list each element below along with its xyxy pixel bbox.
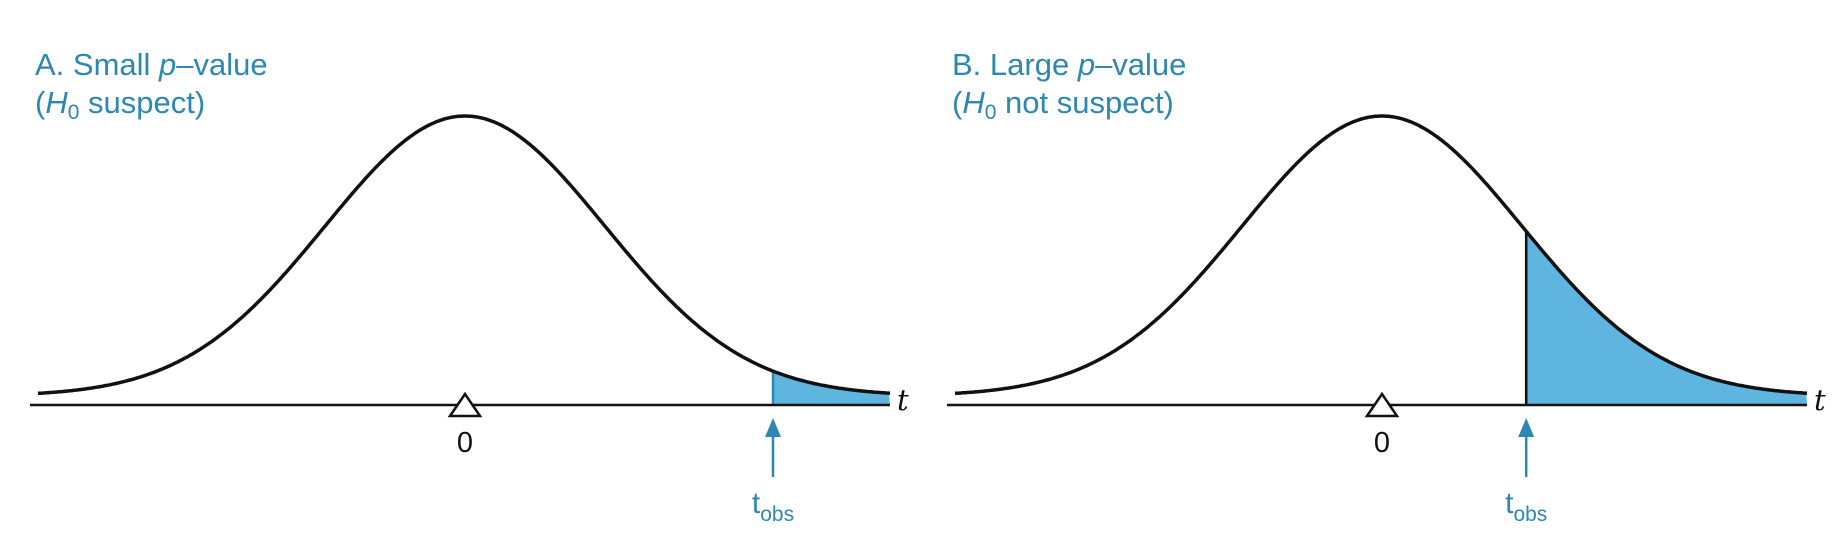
t-obs-subscript: obs	[1513, 503, 1547, 526]
t-obs-main: t	[752, 487, 761, 520]
t-obs-subscript: obs	[760, 503, 794, 526]
paren-rest: not suspect)	[996, 85, 1174, 120]
paren-open: (	[952, 85, 963, 120]
axis-variable-label: t	[1814, 383, 1826, 417]
title-text: A. Small	[35, 47, 160, 82]
t-obs-arrow-head	[765, 418, 781, 437]
panel-title: A. Small p–value (H0 suspect)	[35, 46, 268, 124]
h-subscript: 0	[984, 101, 997, 124]
paren-open: (	[35, 85, 46, 120]
distribution-plot: 0 t tobs	[30, 114, 909, 526]
zero-marker-triangle	[447, 391, 483, 418]
title-text-rest: –value	[1095, 47, 1187, 82]
title-line-2: (H0 suspect)	[35, 84, 268, 124]
title-text-rest: –value	[176, 47, 268, 82]
distribution-plot: 0 t tobs	[947, 114, 1826, 526]
h-symbol: H	[962, 85, 985, 120]
panel-title: B. Large p–value (H0 not suspect)	[952, 46, 1186, 124]
shaded-tail-area	[1526, 231, 1807, 405]
density-curve	[37, 114, 891, 396]
paren-rest: suspect)	[79, 85, 206, 120]
density-curve	[954, 114, 1808, 396]
t-obs-label: tobs	[752, 487, 794, 526]
axis-variable-label: t	[897, 383, 909, 417]
zero-label: 0	[1374, 427, 1390, 459]
zero-marker-triangle	[1364, 391, 1400, 418]
panel-large-p-value: B. Large p–value (H0 not suspect) 0 t to…	[917, 0, 1834, 544]
t-obs-arrow-head	[1518, 418, 1535, 437]
title-line-2: (H0 not suspect)	[952, 84, 1186, 124]
title-line-1: A. Small p–value	[35, 46, 268, 84]
t-obs-label: tobs	[1505, 487, 1547, 526]
panel-small-p-value: A. Small p–value (H0 suspect) 0 t tobs	[30, 46, 909, 526]
p-symbol: p	[1077, 47, 1096, 82]
t-obs-main: t	[1505, 487, 1514, 520]
p-symbol: p	[159, 47, 177, 82]
h-subscript: 0	[67, 101, 80, 124]
zero-label: 0	[457, 427, 473, 459]
h-symbol: H	[45, 85, 68, 120]
title-text: B. Large	[952, 47, 1078, 82]
title-line-1: B. Large p–value	[952, 46, 1186, 84]
